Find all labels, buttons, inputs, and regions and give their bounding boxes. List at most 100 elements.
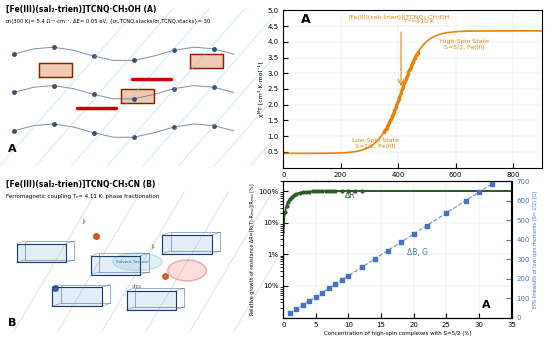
Point: [370, 256, 379, 262]
Point: [475, 190, 483, 195]
X-axis label: Concentration of high-spin complexes with S=5/2 (%): Concentration of high-spin complexes wit…: [323, 331, 471, 336]
Point: [403, 73, 411, 79]
Point: [392, 104, 400, 110]
Point: [283, 199, 292, 205]
Point: [357, 265, 366, 270]
Point: [308, 188, 317, 194]
Point: [287, 194, 296, 200]
Text: A: A: [482, 300, 491, 310]
Point: [399, 82, 408, 88]
Text: dips: dips: [132, 284, 142, 289]
Polygon shape: [190, 54, 223, 68]
Point: [386, 118, 394, 123]
Point: [400, 81, 409, 86]
Point: [328, 188, 337, 194]
X-axis label: T (K): T (K): [404, 184, 421, 191]
Point: [331, 281, 340, 287]
Text: [Fe(III)(sal₂-trien)]TCNQ·CH₃CN (B): [Fe(III)(sal₂-trien)]TCNQ·CH₃CN (B): [6, 180, 155, 189]
Polygon shape: [162, 235, 212, 254]
Point: [461, 198, 470, 203]
Text: J₂: J₂: [151, 244, 155, 249]
Point: [379, 129, 388, 135]
Point: [383, 124, 392, 129]
Text: [Fe(III)(sal₂-trien)]TCNQ·CH₃OH (A): [Fe(III)(sal₂-trien)]TCNQ·CH₃OH (A): [6, 5, 156, 14]
Point: [282, 203, 291, 209]
Point: [393, 98, 402, 104]
Point: [409, 231, 418, 237]
Point: [412, 51, 421, 57]
Point: [383, 122, 392, 128]
Text: B: B: [8, 318, 16, 328]
Point: [295, 190, 304, 196]
Point: [301, 189, 310, 194]
Point: [324, 188, 333, 194]
Point: [413, 50, 422, 56]
Point: [318, 188, 327, 194]
Point: [405, 66, 414, 72]
Point: [396, 90, 405, 96]
Point: [305, 298, 314, 304]
Point: [281, 209, 290, 215]
Text: High-Spin State
S=5/2, Fe(III): High-Spin State S=5/2, Fe(III): [439, 39, 489, 50]
Text: A: A: [8, 143, 17, 154]
Point: [285, 196, 294, 202]
Point: [408, 60, 417, 65]
Point: [387, 114, 396, 120]
Point: [394, 96, 403, 102]
Point: [401, 77, 410, 82]
Point: [405, 68, 414, 73]
Point: [318, 290, 327, 295]
Point: [388, 111, 397, 117]
Point: [385, 119, 394, 125]
Point: [344, 188, 353, 194]
Point: [398, 84, 407, 90]
Point: [299, 190, 307, 195]
Point: [402, 75, 411, 80]
Point: [285, 311, 294, 316]
Text: Solvent 'lactose': Solvent 'lactose': [116, 260, 149, 265]
Point: [344, 273, 353, 279]
Point: [393, 100, 402, 106]
Polygon shape: [126, 291, 176, 310]
Point: [350, 188, 359, 194]
Point: [324, 285, 333, 291]
Point: [292, 306, 301, 312]
Ellipse shape: [113, 253, 162, 270]
Point: [412, 53, 421, 58]
Text: J₁: J₁: [82, 220, 86, 224]
Point: [292, 191, 301, 197]
Point: [395, 94, 404, 100]
Point: [387, 116, 395, 122]
Point: [400, 79, 409, 84]
Point: [383, 248, 392, 253]
Point: [382, 126, 390, 132]
Point: [384, 121, 393, 126]
Point: [406, 64, 415, 70]
Text: [Fe(III)(sal₂-trien)][TCNQ₂·CH₃OH: [Fe(III)(sal₂-trien)][TCNQ₂·CH₃OH: [349, 15, 450, 20]
Polygon shape: [121, 89, 154, 103]
Point: [411, 54, 420, 59]
Point: [305, 189, 314, 194]
Point: [392, 102, 401, 107]
Text: Ferromagnetic coupling Tₑ= 4.11 K, phase fractionation: Ferromagnetic coupling Tₑ= 4.11 K, phase…: [6, 194, 159, 199]
Point: [388, 113, 397, 118]
Point: [299, 302, 307, 308]
Point: [408, 61, 416, 67]
Y-axis label: Relative growth of resistance ΔR=[R(T)-Rₘₐₓ]/Rₘₐₓ [%]: Relative growth of resistance ΔR=[R(T)-R…: [250, 184, 256, 315]
Point: [390, 107, 399, 113]
Point: [442, 210, 450, 216]
Point: [410, 55, 419, 61]
Ellipse shape: [168, 260, 206, 281]
Point: [409, 58, 417, 64]
Point: [414, 49, 422, 55]
Text: Low-Spin State
S=1/2, Fe(III): Low-Spin State S=1/2, Fe(III): [351, 138, 399, 149]
Point: [403, 71, 412, 77]
Point: [338, 188, 346, 194]
Point: [380, 128, 389, 134]
Polygon shape: [91, 256, 140, 275]
Text: ΔB, G: ΔB, G: [407, 248, 428, 257]
Text: σ₁(300 K)= 5.4 Ω⁻¹·cm⁻¹, ΔE= 0.05 eV, {σ₁,TCNQ,stacks/σ₁,TCNQ,stacks}= 30: σ₁(300 K)= 5.4 Ω⁻¹·cm⁻¹, ΔE= 0.05 eV, {σ…: [6, 19, 210, 24]
Point: [311, 294, 320, 299]
Point: [487, 181, 496, 187]
Point: [389, 109, 398, 115]
